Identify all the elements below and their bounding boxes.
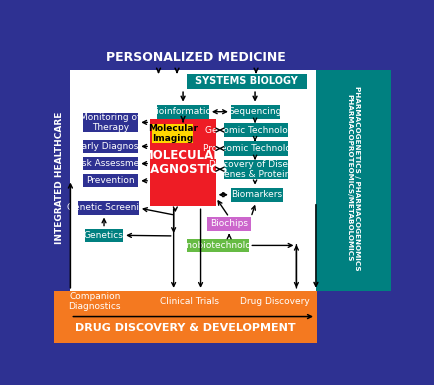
- Text: DRUG DISCOVERY & DEVELOPMENT: DRUG DISCOVERY & DEVELOPMENT: [75, 323, 296, 333]
- Bar: [316, 70, 391, 291]
- Bar: [83, 113, 138, 132]
- Bar: [224, 123, 288, 137]
- Bar: [157, 105, 209, 119]
- Text: Molecular
Imaging: Molecular Imaging: [148, 124, 197, 143]
- Bar: [83, 174, 138, 187]
- Text: Early Diagnosis: Early Diagnosis: [76, 142, 145, 151]
- Bar: [79, 201, 139, 214]
- Bar: [250, 292, 299, 311]
- Bar: [54, 46, 391, 69]
- Text: Monitoring of
Therapy: Monitoring of Therapy: [80, 113, 141, 132]
- Text: Genetic Screening: Genetic Screening: [67, 203, 151, 213]
- Text: Clinical Trials: Clinical Trials: [160, 297, 219, 306]
- Text: Nanobiotechnology: Nanobiotechnology: [174, 241, 262, 250]
- Bar: [187, 74, 306, 89]
- Bar: [224, 160, 288, 179]
- Bar: [152, 124, 193, 144]
- Text: PERSONALIZED MEDICINE: PERSONALIZED MEDICINE: [105, 51, 286, 64]
- Bar: [167, 292, 212, 311]
- Bar: [231, 105, 279, 119]
- Bar: [85, 229, 123, 242]
- Text: Biochips: Biochips: [210, 219, 248, 228]
- Text: Prevention: Prevention: [86, 176, 135, 185]
- Bar: [150, 119, 216, 206]
- Text: Bioinformatics: Bioinformatics: [150, 107, 215, 116]
- Bar: [187, 239, 250, 252]
- Text: INTEGRATED HEALTHCARE: INTEGRATED HEALTHCARE: [55, 112, 64, 244]
- Bar: [83, 157, 138, 170]
- Bar: [83, 140, 138, 153]
- Text: Sequencing: Sequencing: [229, 107, 282, 116]
- Bar: [54, 291, 317, 343]
- Bar: [231, 187, 283, 202]
- Text: Discovery of Disease
Genes & Proteins: Discovery of Disease Genes & Proteins: [209, 160, 303, 179]
- Text: Genetics: Genetics: [84, 231, 124, 240]
- Text: MOLECULAR
DIAGNOSTICS: MOLECULAR DIAGNOSTICS: [137, 149, 229, 176]
- Text: Biomarkers: Biomarkers: [231, 190, 283, 199]
- Text: Genomic Technologies: Genomic Technologies: [205, 126, 307, 135]
- Bar: [54, 70, 70, 291]
- Text: Risk Assessment: Risk Assessment: [73, 159, 148, 168]
- Bar: [70, 70, 316, 291]
- Bar: [207, 217, 251, 231]
- Bar: [67, 292, 122, 311]
- Bar: [224, 141, 288, 156]
- Text: PHARMACOGENETICS / PHARMACOGENOMICS
PHARMACOPROTEOMICS/METABOLOMICS: PHARMACOGENETICS / PHARMACOGENOMICS PHAR…: [347, 86, 360, 270]
- Text: SYSTEMS BIOLOGY: SYSTEMS BIOLOGY: [195, 77, 298, 87]
- Text: Proteomic Technologies: Proteomic Technologies: [203, 144, 309, 153]
- Text: Companion
Diagnostics: Companion Diagnostics: [69, 292, 121, 311]
- Text: Drug Discovery: Drug Discovery: [240, 297, 309, 306]
